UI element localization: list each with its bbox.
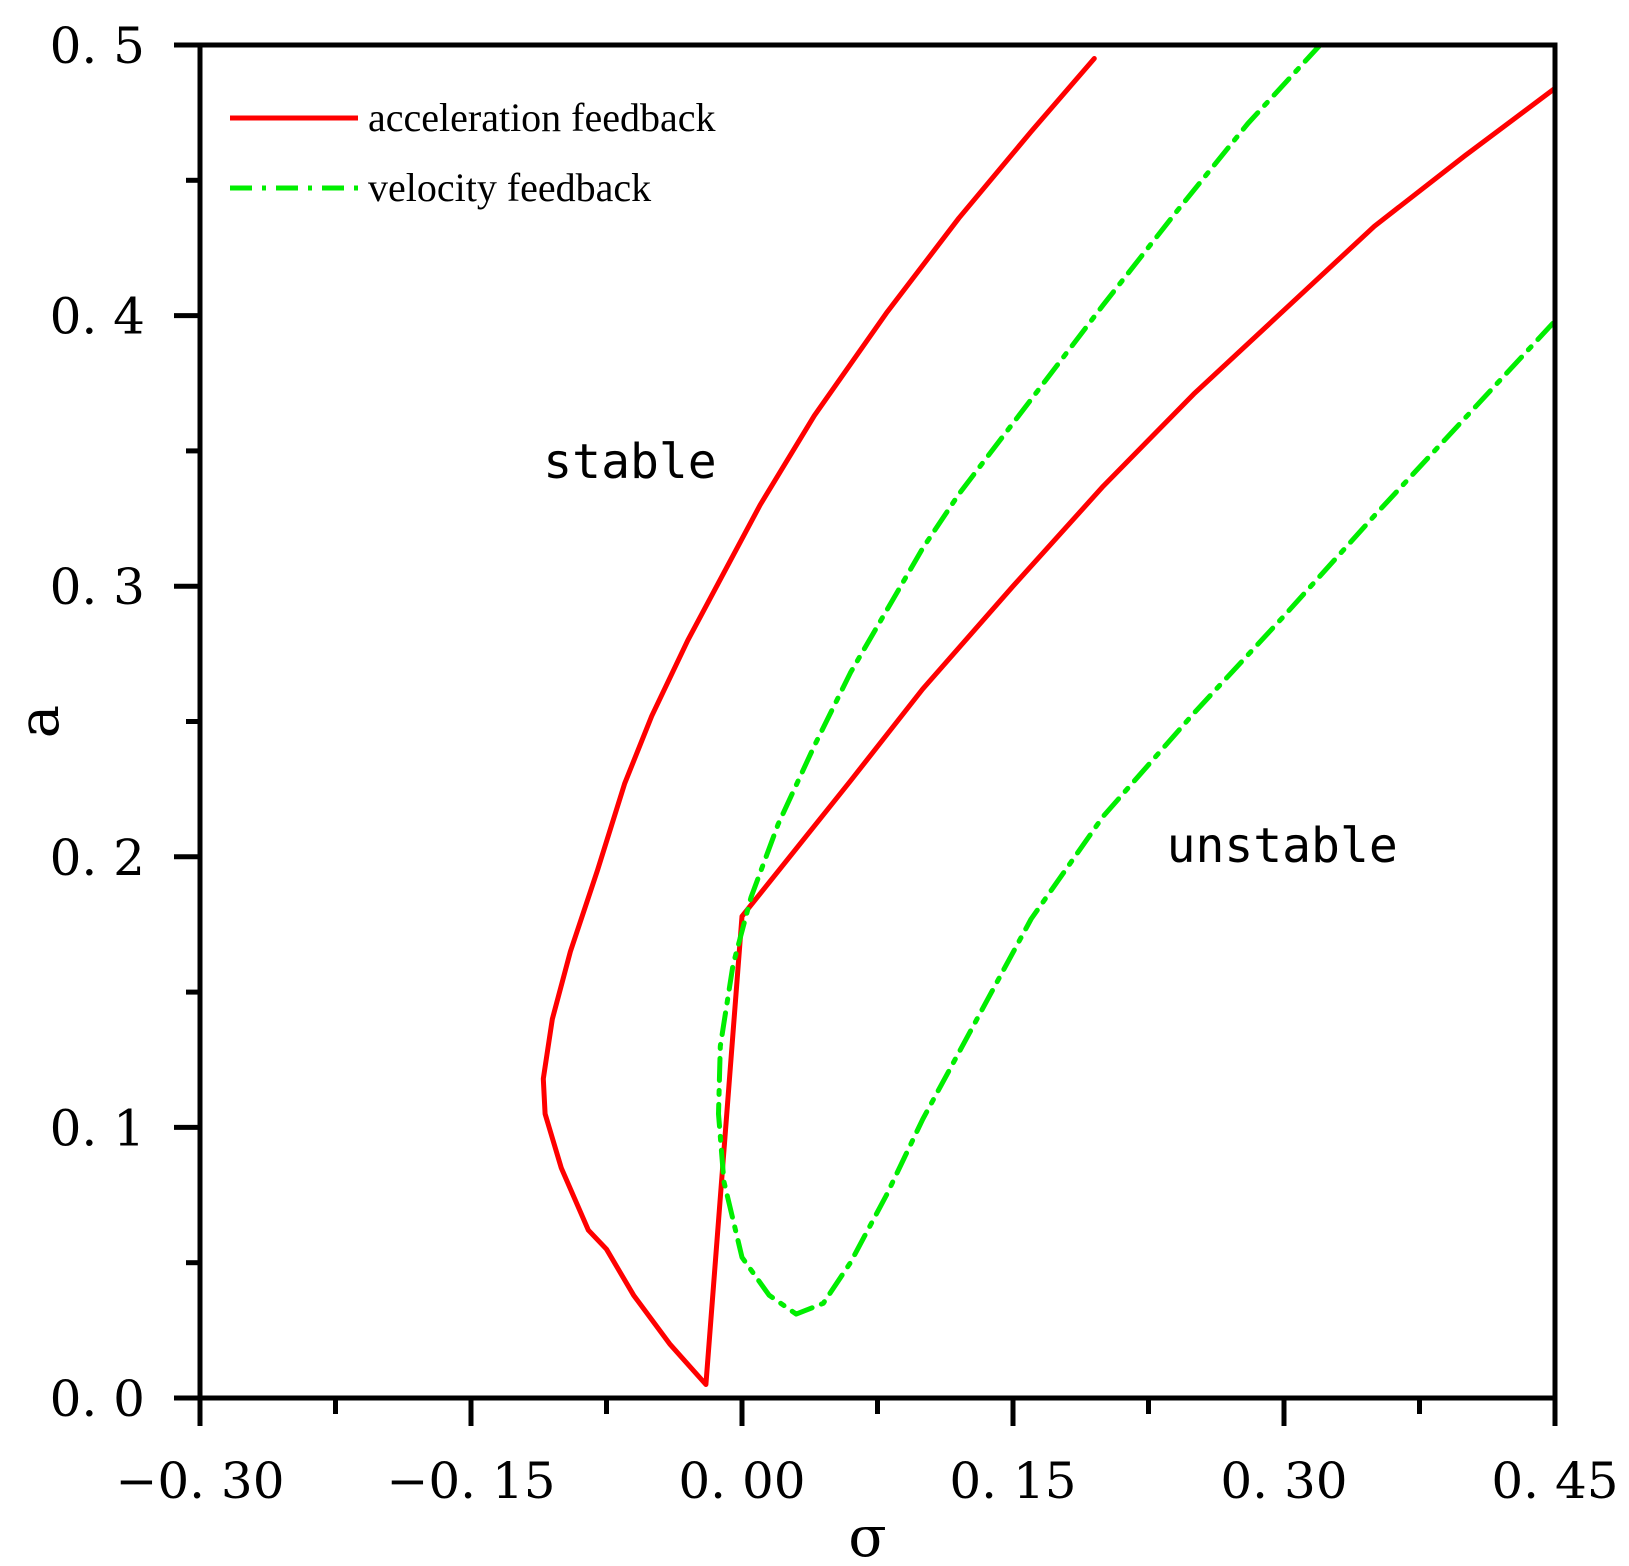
- annotation-unstable: unstable: [1167, 818, 1398, 874]
- y-tick-label: 0. 3: [50, 558, 145, 616]
- series-line-velocity-feedback: [716, 42, 1558, 1317]
- x-tick-label: 0. 45: [1491, 1452, 1618, 1510]
- legend: acceleration feedback velocity feedback: [230, 95, 716, 210]
- y-tick-label: 0. 4: [50, 288, 145, 346]
- series-line-acceleration-feedback: [540, 56, 1558, 1387]
- y-tick-label: 0. 0: [50, 1370, 145, 1428]
- y-tick-label: 0. 1: [50, 1099, 145, 1157]
- x-tick-label: −0. 15: [386, 1452, 555, 1510]
- x-tick-label: −0. 30: [115, 1452, 284, 1510]
- legend-label: acceleration feedback: [368, 95, 716, 140]
- annotations-layer: stable unstable: [543, 434, 1397, 874]
- ticks-layer: −0. 30 −0. 15 0. 00 0. 15 0. 30 0. 45 0. 0 0. 1…: [50, 17, 1619, 1510]
- x-tick-label: 0. 00: [678, 1452, 805, 1510]
- x-tick-label: 0. 30: [1220, 1452, 1347, 1510]
- series-layer: [540, 42, 1558, 1387]
- x-axis-title: σ: [848, 1505, 886, 1566]
- annotation-stable: stable: [543, 434, 716, 490]
- x-tick-label: 0. 15: [949, 1452, 1076, 1510]
- y-tick-label: 0. 2: [50, 829, 145, 887]
- y-axis-title: a: [7, 705, 72, 738]
- legend-label: velocity feedback: [368, 165, 651, 210]
- y-tick-label: 0. 5: [50, 17, 145, 75]
